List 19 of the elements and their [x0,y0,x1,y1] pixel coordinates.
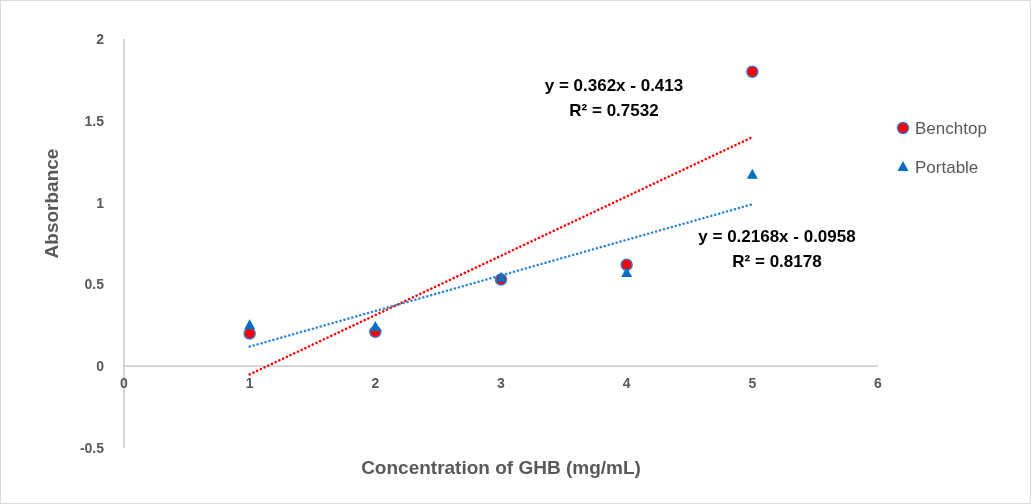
x-tick-label: 5 [748,375,757,392]
x-axis-title: Concentration of GHB (mg/mL) [361,457,641,478]
y-tick-label: 1 [96,194,105,211]
y-tick-label: -0.5 [79,440,105,456]
y-tick-label: 0.5 [84,276,105,293]
y-tick-label: 2 [96,31,105,47]
y-axis-title: Absorbance [41,148,62,259]
annotation: y = 0.2168x - 0.0958 R² = 0.8178 [698,227,856,271]
x-tick-label: 4 [622,375,631,392]
annotation: y = 0.362x - 0.413 R² = 0.7532 [544,76,684,120]
y-tick-label: 0 [96,358,105,375]
legend-label: Portable [915,158,979,177]
x-tick-label: 0 [120,375,129,392]
x-tick-label: 6 [874,375,883,392]
x-tick-label: 3 [497,375,506,392]
x-tick-label: 2 [371,375,380,392]
y-tick-label: 1.5 [84,112,105,129]
legend-label: Benchtop [915,119,987,138]
x-tick-label: 1 [245,375,254,392]
